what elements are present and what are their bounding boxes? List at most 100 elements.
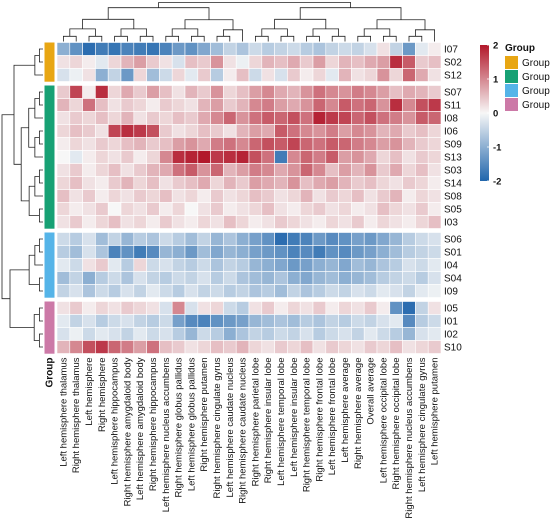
row-label: S08 [444, 192, 462, 203]
row-label: S05 [444, 205, 462, 216]
heatmap-cell [146, 314, 160, 328]
heatmap-cell [146, 232, 160, 246]
row-label: I08 [444, 114, 458, 125]
heatmap-cell [261, 42, 275, 56]
heatmap-cell [376, 232, 391, 246]
heatmap-cell [223, 176, 237, 190]
heatmap-cell [325, 124, 339, 138]
heatmap-cell [338, 215, 352, 229]
heatmap-cell [415, 85, 429, 99]
heatmap-cell [287, 85, 301, 99]
heatmap-cell [312, 68, 327, 82]
heatmap-cell [56, 314, 71, 328]
heatmap-cell [299, 271, 314, 285]
heatmap-cell [248, 68, 263, 82]
heatmap-cell [415, 271, 429, 285]
column-label: Left hemisphere average [340, 358, 351, 463]
heatmap-cell [56, 55, 71, 69]
heatmap-cell [338, 301, 352, 315]
heatmap-cell [325, 314, 339, 328]
heatmap-cell [120, 98, 135, 112]
heatmap-cell [287, 202, 301, 216]
heatmap-cell [427, 163, 442, 177]
heatmap-cell [223, 189, 237, 203]
heatmap-cell [146, 42, 160, 56]
heatmap-cell [325, 111, 339, 125]
heatmap-cell [312, 271, 327, 285]
heatmap-cell [107, 68, 122, 82]
heatmap-cell [325, 271, 339, 285]
group-legend-swatch [505, 56, 518, 69]
heatmap-cell [325, 232, 339, 246]
heatmap-cell [415, 215, 429, 229]
heatmap-cell [120, 42, 135, 56]
heatmap-cell [325, 163, 339, 177]
heatmap-cell [261, 137, 275, 151]
heatmap-cell [95, 111, 109, 125]
heatmap-cell [146, 340, 160, 354]
heatmap-cell [376, 137, 391, 151]
heatmap-cell [82, 232, 96, 246]
heatmap-cell [184, 150, 199, 164]
heatmap-cell [287, 314, 301, 328]
heatmap-cell [56, 271, 71, 285]
group-bar-cell [44, 150, 55, 164]
heatmap-cell [146, 284, 160, 298]
heatmap-cell [389, 55, 403, 69]
heatmap-cell [363, 163, 378, 177]
heatmap-cell [312, 327, 327, 341]
group-bar-cell [44, 137, 55, 151]
heatmap-cell [107, 284, 122, 298]
heatmap-cell [223, 124, 237, 138]
heatmap-cell [171, 55, 186, 69]
heatmap-cell [351, 55, 365, 69]
heatmap-cell [120, 301, 135, 315]
heatmap-cell [248, 55, 263, 69]
heatmap-cell [95, 327, 109, 341]
heatmap-cell [274, 340, 288, 354]
group-bar-cell [44, 163, 55, 177]
heatmap-cell [274, 189, 288, 203]
heatmap-cell [223, 314, 237, 328]
heatmap-cell [402, 301, 416, 315]
heatmap-cell [235, 284, 250, 298]
heatmap-cell [274, 55, 288, 69]
heatmap-cell [402, 340, 416, 354]
heatmap-cell [287, 68, 301, 82]
heatmap-cell [69, 98, 83, 112]
heatmap-cell [312, 245, 327, 259]
group-bar-cell [44, 124, 55, 138]
heatmap-cell [427, 284, 442, 298]
heatmap-cell [376, 68, 391, 82]
heatmap-cell [274, 284, 288, 298]
heatmap-cell [415, 111, 429, 125]
heatmap-cell [299, 202, 314, 216]
heatmap-cell [120, 111, 135, 125]
heatmap-cell [351, 111, 365, 125]
heatmap-cell [133, 340, 147, 354]
heatmap-cell [312, 111, 327, 125]
heatmap-cell [120, 271, 135, 285]
heatmap-cell [82, 189, 96, 203]
group-legend-swatch [505, 98, 518, 111]
heatmap-cell [235, 301, 250, 315]
heatmap-cell [299, 98, 314, 112]
heatmap-cell [312, 314, 327, 328]
heatmap-cell [351, 327, 365, 341]
heatmap-cell [299, 340, 314, 354]
column-label: Left hemisphere cingulate gyrus [417, 357, 428, 492]
heatmap-cell [69, 189, 83, 203]
heatmap-cell [159, 189, 173, 203]
heatmap-cell [56, 284, 71, 298]
heatmap-cell [133, 150, 147, 164]
heatmap-cell [261, 124, 275, 138]
heatmap-cell [56, 245, 71, 259]
heatmap-cell [274, 271, 288, 285]
heatmap-cell [248, 98, 263, 112]
heatmap-cell [427, 189, 442, 203]
heatmap-cell [133, 232, 147, 246]
heatmap-cell [261, 163, 275, 177]
column-label: Right hemisphere average [353, 358, 364, 469]
heatmap-cell [235, 189, 250, 203]
heatmap-cell [287, 42, 301, 56]
